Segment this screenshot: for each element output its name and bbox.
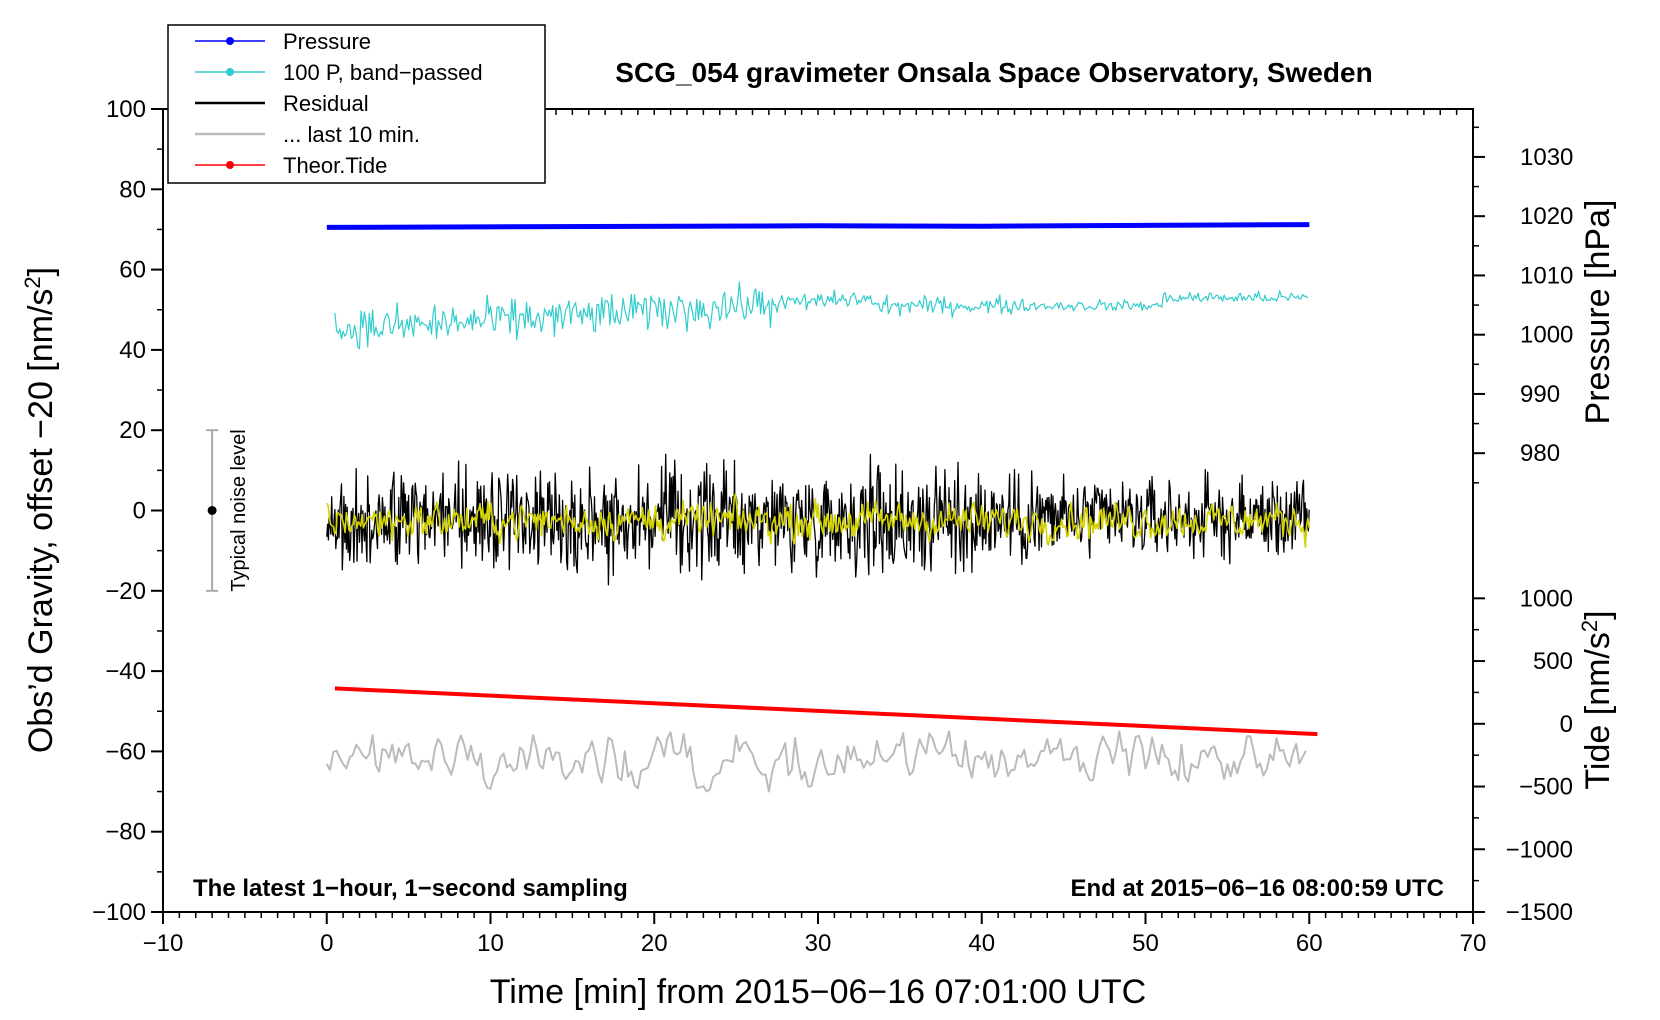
- tide-tick-label: 1000: [1520, 585, 1573, 612]
- tide-tick-label: −1000: [1506, 836, 1573, 863]
- chart-title: SCG_054 gravimeter Onsala Space Observat…: [615, 57, 1372, 88]
- y-axis-title-tide-end: ]: [1579, 610, 1617, 619]
- series-layer: [325, 222, 1318, 793]
- legend-label: Residual: [283, 91, 369, 116]
- series-residual-smoothed: [326, 493, 1310, 549]
- tide-tick-label: 0: [1560, 711, 1573, 738]
- series-pressure: [326, 222, 1310, 230]
- y-tick-label: −40: [105, 658, 146, 685]
- tide-tick-label: 500: [1533, 648, 1573, 675]
- x-axis-title: Time [min] from 2015−06−16 07:01:00 UTC: [490, 973, 1146, 1011]
- ticks-layer: −10 0 10 20 30 40 50 60 70−100−80−60−40−20020406…: [92, 96, 1573, 957]
- legend-label: Theor.Tide: [283, 153, 387, 178]
- y-axis-title-tide: Tide [nm/s2]: [1577, 610, 1617, 789]
- series-residual: [326, 453, 1310, 586]
- legend-label: Pressure: [283, 29, 371, 54]
- x-tick-label: 20: [641, 930, 668, 957]
- series-last-10-min: [325, 730, 1307, 793]
- noise-level-bar: Typical noise level: [206, 429, 250, 592]
- tide-tick-label: −500: [1519, 774, 1573, 801]
- legend-label: ... last 10 min.: [283, 122, 420, 147]
- y-tick-label: −60: [105, 738, 146, 765]
- pressure-tick-label: 1020: [1520, 203, 1573, 230]
- x-tick-label: −10: [143, 930, 184, 957]
- y-tick-label: 20: [119, 417, 146, 444]
- annotation-right: End at 2015−06−16 08:00:59 UTC: [1070, 875, 1444, 902]
- noise-bar-dot: [207, 506, 217, 515]
- tide-tick-label: −1500: [1506, 899, 1573, 926]
- pressure-tick-label: 980: [1520, 440, 1560, 467]
- y-tick-label: 40: [119, 337, 146, 364]
- legend-label: 100 P, band−passed: [283, 60, 483, 85]
- y-axis-title-pressure: Pressure [hPa]: [1579, 200, 1617, 425]
- y-tick-label: 0: [133, 498, 146, 525]
- x-tick-label: 0: [320, 930, 333, 957]
- series-theor-tide: [334, 686, 1318, 737]
- noise-bar-label: Typical noise level: [228, 429, 250, 591]
- pressure-tick-label: 1000: [1520, 322, 1573, 349]
- legend-marker: [226, 161, 234, 169]
- x-tick-label: 70: [1460, 930, 1487, 957]
- y-tick-label: −80: [105, 819, 146, 846]
- y-axis-title-left-main: Obs’d Gravity, offset −20 [nm/s: [22, 289, 60, 754]
- y-tick-label: 60: [119, 257, 146, 284]
- y-axis-title-tide-main: Tide [nm/s: [1579, 632, 1617, 789]
- y-tick-label: −20: [105, 578, 146, 605]
- y-axis-title-left-end: ]: [22, 267, 60, 276]
- pressure-tick-label: 1030: [1520, 144, 1573, 171]
- x-tick-label: 60: [1296, 930, 1323, 957]
- y-tick-label: 80: [119, 176, 146, 203]
- pressure-tick-label: 990: [1520, 381, 1560, 408]
- pressure-tick-label: 1010: [1520, 262, 1573, 289]
- legend-marker: [226, 37, 234, 45]
- y-tick-label: 100: [106, 96, 146, 123]
- y-axis-title-left: Obs’d Gravity, offset −20 [nm/s2]: [20, 267, 60, 753]
- legend: Pressure 100 P, band−passed Residual ... la…: [167, 24, 546, 184]
- y-axis-title-tide-sup: 2: [1577, 620, 1602, 632]
- x-tick-label: 40: [968, 930, 995, 957]
- series-pressure-bandpassed: [334, 281, 1309, 350]
- x-tick-label: 10: [477, 930, 504, 957]
- legend-marker: [226, 68, 234, 76]
- x-tick-label: 50: [1132, 930, 1159, 957]
- x-tick-label: 30: [805, 930, 832, 957]
- annotation-left: The latest 1−hour, 1−second sampling: [193, 875, 628, 902]
- y-axis-title-left-sup: 2: [20, 276, 45, 288]
- y-tick-label: −100: [92, 899, 146, 926]
